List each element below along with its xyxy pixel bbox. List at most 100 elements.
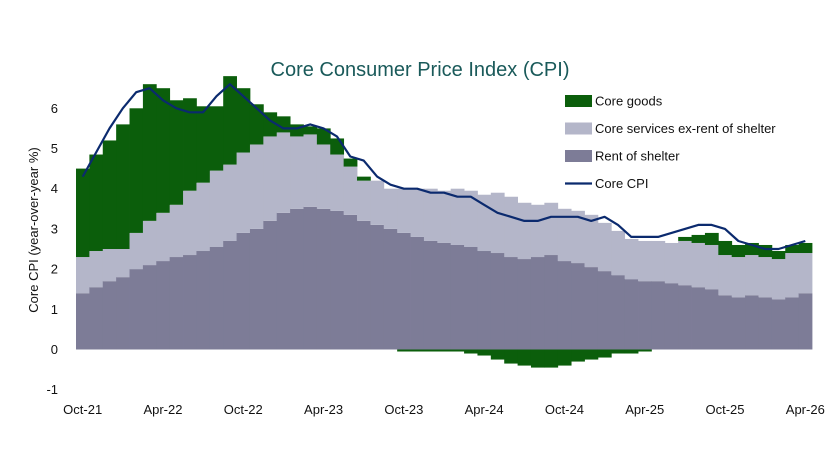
bar-rent-of-shelter bbox=[664, 283, 679, 350]
bar-core-goods bbox=[316, 128, 331, 145]
bar-core-services bbox=[209, 170, 224, 247]
bar-rent-of-shelter bbox=[142, 265, 157, 350]
x-tick-label: Oct-24 bbox=[545, 402, 584, 417]
bar-core-goods bbox=[397, 349, 411, 352]
bar-core-services bbox=[249, 144, 264, 229]
x-tick-label: Apr-23 bbox=[304, 402, 343, 417]
x-tick-label: Oct-21 bbox=[63, 402, 102, 417]
bar-rent-of-shelter bbox=[450, 244, 465, 350]
bar-rent-of-shelter bbox=[771, 299, 786, 350]
y-tick-label: 1 bbox=[51, 302, 58, 317]
bar-rent-of-shelter bbox=[156, 261, 171, 350]
bar-core-services bbox=[316, 144, 331, 209]
bar-rent-of-shelter bbox=[517, 259, 532, 350]
bar-rent-of-shelter bbox=[597, 271, 612, 350]
bar-rent-of-shelter bbox=[209, 246, 224, 350]
bar-rent-of-shelter bbox=[383, 228, 398, 350]
legend-label: Core CPI bbox=[595, 176, 648, 191]
bar-core-goods bbox=[196, 106, 211, 183]
bar-core-services bbox=[691, 242, 706, 288]
bar-core-goods bbox=[142, 84, 157, 221]
core-cpi-line bbox=[81, 83, 806, 251]
bar-core-goods bbox=[504, 349, 518, 364]
bar-core-goods bbox=[624, 349, 639, 354]
bar-rent-of-shelter bbox=[76, 293, 90, 350]
bar-core-goods bbox=[89, 154, 104, 252]
bar-core-services bbox=[330, 154, 345, 211]
bar-core-services bbox=[584, 214, 599, 268]
chart-title: Core Consumer Price Index (CPI) bbox=[271, 59, 570, 81]
bar-rent-of-shelter bbox=[584, 267, 599, 350]
bar-core-services bbox=[89, 251, 104, 288]
bar-core-services bbox=[129, 232, 144, 270]
bar-rent-of-shelter bbox=[651, 281, 666, 350]
bar-rent-of-shelter bbox=[557, 261, 572, 350]
bar-core-services bbox=[116, 249, 130, 278]
bar-core-goods bbox=[330, 138, 345, 155]
bar-core-services bbox=[557, 208, 572, 262]
bar-core-goods bbox=[209, 106, 224, 171]
bar-rent-of-shelter bbox=[504, 257, 518, 350]
bar-core-goods bbox=[450, 349, 465, 352]
bar-rent-of-shelter bbox=[731, 297, 746, 350]
bar-core-services bbox=[223, 164, 237, 241]
bar-core-services bbox=[798, 253, 813, 294]
bar-core-services bbox=[423, 188, 438, 241]
bar-rent-of-shelter bbox=[169, 257, 184, 350]
y-tick-label: -1 bbox=[46, 382, 58, 397]
x-tick-label: Apr-25 bbox=[625, 402, 664, 417]
x-tick-label: Oct-23 bbox=[384, 402, 423, 417]
y-tick-label: 5 bbox=[51, 141, 58, 156]
bar-core-services bbox=[450, 188, 465, 245]
bar-rent-of-shelter bbox=[477, 251, 492, 350]
bar-core-goods bbox=[704, 232, 719, 245]
bar-core-goods bbox=[678, 236, 692, 241]
bar-rent-of-shelter bbox=[316, 208, 331, 350]
bar-rent-of-shelter bbox=[785, 297, 800, 350]
bar-core-services bbox=[142, 220, 157, 266]
bar-rent-of-shelter bbox=[571, 263, 585, 350]
bar-core-services bbox=[397, 188, 411, 233]
bar-core-services bbox=[758, 257, 773, 298]
bar-core-services bbox=[303, 134, 318, 207]
bar-rent-of-shelter bbox=[303, 206, 318, 350]
bar-core-services bbox=[437, 190, 452, 243]
y-tick-label: 2 bbox=[51, 262, 58, 277]
bar-rent-of-shelter bbox=[330, 210, 345, 350]
bar-core-services bbox=[517, 202, 532, 260]
x-tick-label: Oct-25 bbox=[706, 402, 745, 417]
bar-rent-of-shelter bbox=[704, 289, 719, 350]
legend-swatch bbox=[565, 95, 592, 107]
bar-core-services bbox=[571, 210, 585, 264]
bar-core-services bbox=[530, 204, 545, 258]
bar-rent-of-shelter bbox=[129, 269, 144, 350]
bar-rent-of-shelter bbox=[611, 275, 626, 350]
bar-rent-of-shelter bbox=[249, 228, 264, 350]
bar-rent-of-shelter bbox=[357, 220, 371, 350]
bar-core-services bbox=[624, 238, 639, 280]
legend-label: Core services ex-rent of shelter bbox=[595, 121, 776, 136]
y-tick-label: 6 bbox=[51, 101, 58, 116]
bar-rent-of-shelter bbox=[183, 255, 197, 350]
bar-core-goods bbox=[183, 98, 197, 191]
bar-rent-of-shelter bbox=[718, 295, 733, 350]
bar-core-services bbox=[490, 192, 505, 254]
bar-core-goods bbox=[718, 240, 733, 256]
bar-core-goods bbox=[638, 349, 652, 352]
legend-label: Core goods bbox=[595, 94, 663, 109]
bar-core-services bbox=[343, 166, 358, 215]
bar-core-services bbox=[383, 188, 398, 229]
bar-core-services bbox=[370, 180, 385, 225]
bar-rent-of-shelter bbox=[102, 281, 117, 350]
bar-core-services bbox=[196, 182, 211, 252]
bar-core-services bbox=[544, 202, 559, 256]
bar-core-goods bbox=[102, 140, 117, 249]
bar-core-goods bbox=[584, 349, 599, 360]
legend-label: Rent of shelter bbox=[595, 149, 680, 164]
bar-core-services bbox=[597, 222, 612, 272]
bar-core-services bbox=[183, 190, 197, 256]
bar-core-goods bbox=[477, 349, 492, 356]
bar-rent-of-shelter bbox=[638, 281, 652, 350]
plot-area: -1 0 1 2 3 4 5 6 Oct-21 Apr-22 Oct-22 Apr-23 Oct-23 A… bbox=[46, 76, 825, 417]
bar-core-goods bbox=[410, 349, 425, 352]
